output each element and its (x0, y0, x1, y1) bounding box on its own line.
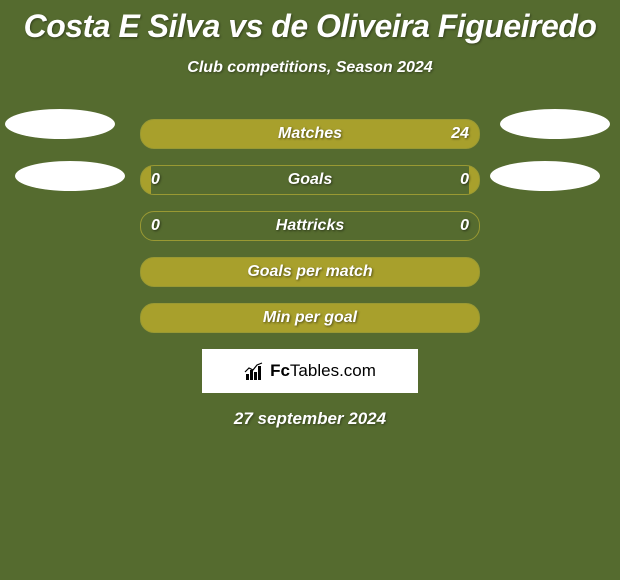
logo-suffix: Tables.com (290, 361, 376, 380)
page-subtitle: Club competitions, Season 2024 (0, 59, 620, 77)
logo-content: FcTables.com (244, 361, 376, 381)
stat-label: Hattricks (276, 217, 344, 235)
logo-box: FcTables.com (202, 349, 418, 393)
stat-label: Goals per match (247, 263, 372, 281)
player-photo-right-2 (490, 161, 600, 191)
stat-row-min-per-goal: Min per goal (140, 303, 480, 333)
page-title: Costa E Silva vs de Oliveira Figueiredo (0, 0, 620, 45)
stat-row-matches: Matches 24 (140, 119, 480, 149)
stat-left-value: 0 (151, 217, 181, 235)
stats-container: Matches 24 0 Goals 0 0 Hattricks 0 Goals… (0, 119, 620, 429)
logo-text: FcTables.com (270, 361, 376, 381)
stat-label: Min per goal (263, 309, 357, 327)
stat-right-value: 0 (439, 217, 469, 235)
player-photo-right-1 (500, 109, 610, 139)
stat-row-goals-per-match: Goals per match (140, 257, 480, 287)
chart-icon (244, 362, 266, 380)
player-photo-left-2 (15, 161, 125, 191)
date-text: 27 september 2024 (0, 409, 620, 429)
player-photo-left-1 (5, 109, 115, 139)
logo-prefix: Fc (270, 361, 290, 380)
stat-row-hattricks: 0 Hattricks 0 (140, 211, 480, 241)
stat-label: Goals (288, 171, 332, 189)
stat-right-value: 24 (439, 125, 469, 143)
stat-row-goals: 0 Goals 0 (140, 165, 480, 195)
stat-left-value: 0 (151, 171, 181, 189)
stat-right-value: 0 (439, 171, 469, 189)
stat-label: Matches (278, 125, 342, 143)
